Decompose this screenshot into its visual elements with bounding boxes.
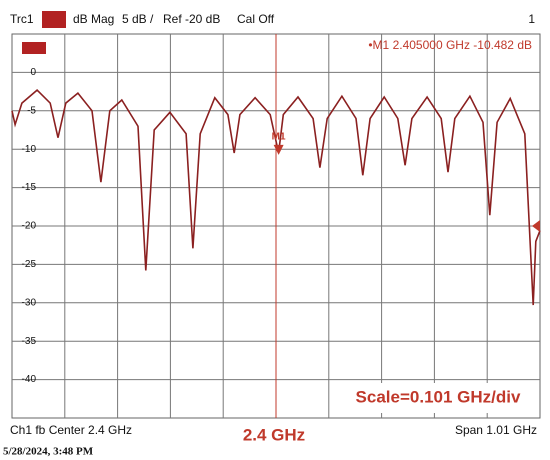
ref-level-arrow bbox=[532, 220, 540, 232]
y-tick-label: -25 bbox=[22, 259, 37, 270]
y-tick-label: -10 bbox=[22, 144, 37, 155]
marker-readout: •M1 2.405000 GHz -10.482 dB bbox=[368, 38, 532, 52]
y-tick-label: -5 bbox=[27, 105, 36, 116]
trace-line bbox=[11, 89, 541, 306]
header-channel: 1 bbox=[528, 12, 535, 26]
marker bbox=[273, 144, 284, 155]
y-tick-label: -30 bbox=[22, 297, 37, 308]
y-tick-label: -15 bbox=[22, 182, 37, 193]
footer-left: Ch1 fb Center 2.4 GHz bbox=[10, 423, 132, 437]
y-tick-label: -20 bbox=[22, 221, 37, 232]
header-cal: Cal Off bbox=[237, 12, 275, 26]
y-tick-label: -35 bbox=[22, 336, 37, 347]
y-tick-label: 0 bbox=[30, 67, 36, 78]
y-tick-label: -40 bbox=[22, 374, 37, 385]
scale-note: Scale=0.101 GHz/div bbox=[356, 387, 521, 406]
timestamp: 5/28/2024, 3:48 PM bbox=[3, 446, 94, 458]
header-trace: Trc1 bbox=[10, 12, 34, 26]
annotation-label: 2.4 GHz bbox=[243, 425, 305, 444]
header-ref: Ref -20 dB bbox=[163, 12, 220, 26]
header-scale: 5 dB / bbox=[122, 12, 154, 26]
footer-right: Span 1.01 GHz bbox=[455, 423, 537, 437]
header-format: dB Mag bbox=[73, 12, 114, 26]
trace-indicator bbox=[22, 42, 46, 54]
marker-label: M1 bbox=[272, 132, 286, 143]
scale-box bbox=[340, 383, 536, 413]
trace-box bbox=[42, 11, 66, 28]
